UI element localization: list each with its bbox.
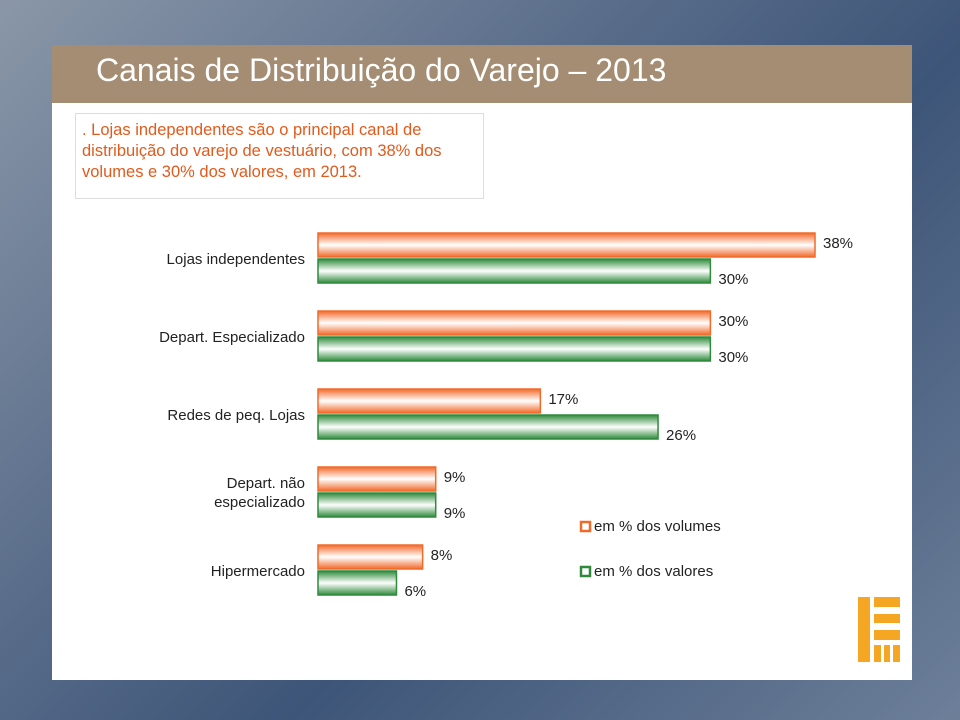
value-label: 38% bbox=[823, 235, 853, 252]
value-label: 9% bbox=[444, 505, 466, 522]
bar bbox=[317, 388, 542, 414]
bar bbox=[317, 466, 437, 492]
value-label: 30% bbox=[718, 349, 748, 366]
category-label: Lojas independentes bbox=[166, 250, 305, 268]
legend-swatch bbox=[579, 565, 592, 578]
logo bbox=[858, 597, 900, 662]
chart-title: Canais de Distribuição do Varejo – 2013 bbox=[96, 52, 667, 88]
bar bbox=[317, 258, 712, 284]
bar bbox=[317, 492, 437, 518]
value-label: 6% bbox=[404, 583, 426, 600]
value-label: 30% bbox=[718, 271, 748, 288]
value-label: 9% bbox=[444, 469, 466, 486]
legend-label: em % dos volumes bbox=[594, 518, 721, 535]
bar bbox=[317, 336, 712, 362]
value-label: 17% bbox=[548, 391, 578, 408]
title-bar bbox=[52, 45, 912, 103]
bar bbox=[317, 544, 424, 570]
value-label: 26% bbox=[666, 427, 696, 444]
category-label: Redes de peq. Lojas bbox=[167, 406, 305, 424]
subtitle: . Lojas independentes são o principal ca… bbox=[75, 113, 484, 199]
bar bbox=[317, 414, 659, 440]
legend-swatch bbox=[579, 520, 592, 533]
category-label: Depart. não especializado bbox=[214, 475, 305, 511]
category-label: Depart. Especializado bbox=[159, 328, 305, 346]
category-label: Hipermercado bbox=[210, 562, 305, 580]
bar bbox=[317, 570, 398, 596]
legend-label: em % dos valores bbox=[594, 563, 713, 580]
value-label: 30% bbox=[718, 313, 748, 330]
bar bbox=[317, 310, 712, 336]
value-label: 8% bbox=[431, 547, 453, 564]
bar bbox=[317, 232, 816, 258]
